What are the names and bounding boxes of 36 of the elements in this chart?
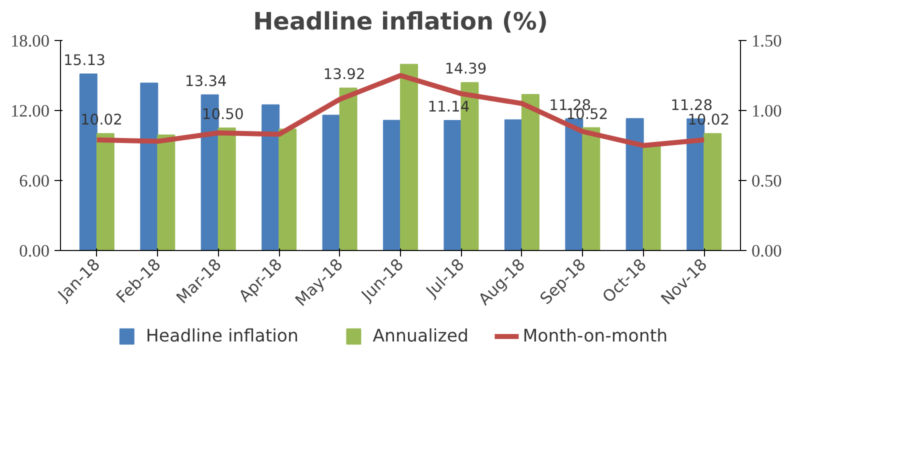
bar — [626, 118, 644, 250]
y2-tick-label: 1.50 — [752, 32, 782, 50]
data-label: 13.34 — [184, 72, 227, 90]
y2-tick-label: 0.00 — [752, 242, 782, 260]
bar — [704, 133, 722, 250]
data-label: 15.13 — [63, 52, 106, 69]
bar — [96, 133, 114, 250]
bar — [140, 82, 158, 250]
y-tick-label: 6.00 — [19, 172, 50, 190]
bar — [444, 120, 462, 250]
bar — [521, 94, 540, 250]
bar — [339, 88, 358, 250]
data-label: 10.02 — [688, 112, 730, 129]
y-tick-label: 12.00 — [10, 102, 50, 120]
bar — [322, 114, 340, 250]
y-tick-label: 0.00 — [19, 242, 50, 260]
bar — [400, 64, 418, 250]
data-label: 13.92 — [323, 66, 366, 84]
bar — [383, 120, 401, 250]
bar — [157, 134, 176, 250]
legend-label: Headline inflation — [146, 326, 299, 346]
data-label: 11.28 — [670, 96, 713, 114]
bar — [565, 118, 584, 250]
bar — [642, 145, 661, 250]
y-tick-label: 18.00 — [10, 32, 50, 50]
bar — [582, 127, 600, 250]
bar — [278, 128, 297, 250]
legend-label: Month-on-month — [522, 326, 668, 346]
bar — [262, 104, 280, 250]
bar — [504, 119, 522, 250]
y2-tick-label: 1.00 — [752, 102, 782, 120]
data-label: 14.39 — [444, 60, 487, 78]
bar — [218, 128, 236, 250]
chart-title: Headline inflation (%) — [253, 8, 548, 36]
legend-label: Annualized — [372, 326, 469, 346]
y2-tick-label: 0.50 — [752, 172, 782, 190]
